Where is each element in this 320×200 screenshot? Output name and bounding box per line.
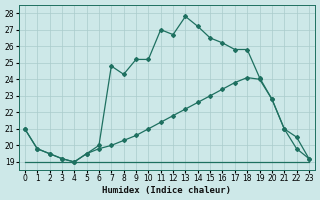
X-axis label: Humidex (Indice chaleur): Humidex (Indice chaleur) <box>102 186 231 195</box>
